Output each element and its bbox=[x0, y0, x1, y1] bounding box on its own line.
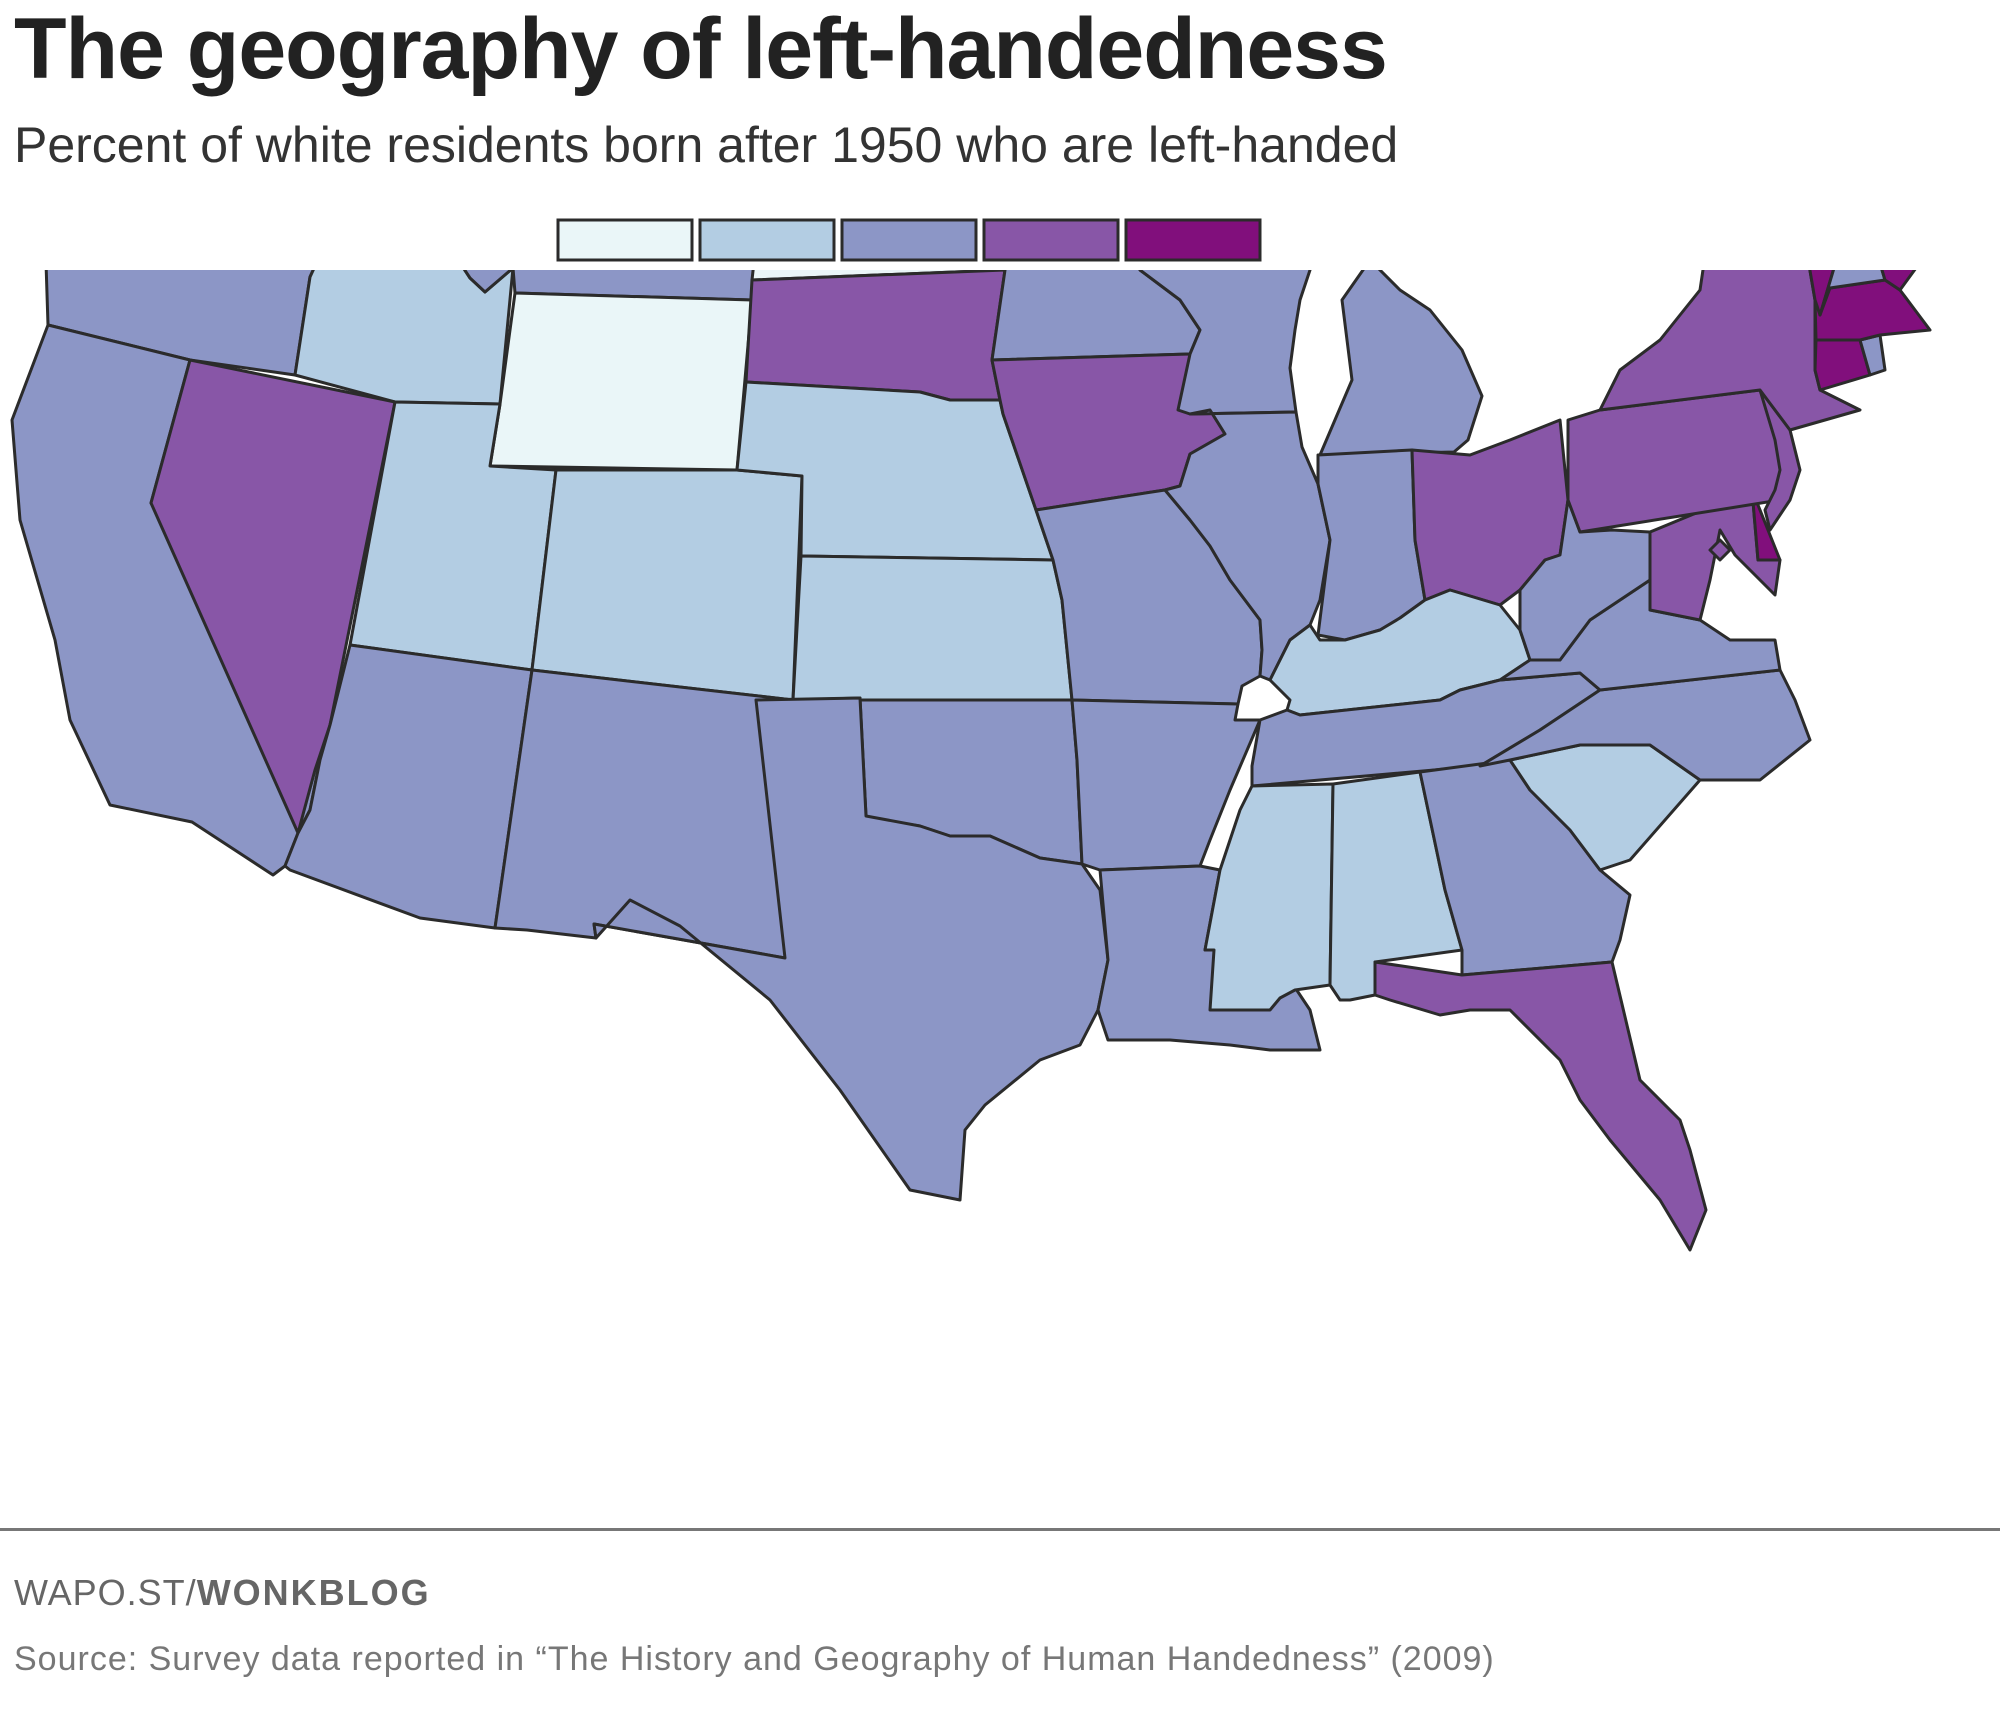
footer-divider bbox=[0, 1528, 2000, 1531]
source-note: Source: Survey data reported in “The His… bbox=[14, 1640, 1495, 1678]
state-de bbox=[1750, 488, 1782, 562]
state-tx bbox=[592, 696, 1110, 1202]
state-dc bbox=[1708, 538, 1732, 562]
state-ms bbox=[1203, 782, 1335, 1012]
state-fl bbox=[1373, 960, 1708, 1252]
legend-swatch bbox=[1124, 218, 1262, 262]
credit-line: WAPO.ST/WONKBLOG bbox=[14, 1572, 431, 1614]
legend-swatch bbox=[982, 218, 1120, 262]
credit-site: WAPO.ST/ bbox=[14, 1572, 197, 1613]
state-co bbox=[530, 468, 804, 702]
legend-swatch bbox=[840, 218, 978, 262]
state-wi bbox=[1138, 270, 1312, 416]
state-wy bbox=[488, 291, 754, 472]
state-or bbox=[44, 270, 315, 377]
state-nh bbox=[1818, 270, 1887, 317]
state-nj bbox=[1758, 388, 1802, 532]
state-sd bbox=[744, 270, 1007, 402]
state-mi bbox=[1318, 270, 1484, 457]
chart-subtitle: Percent of white residents born after 19… bbox=[14, 117, 1399, 173]
credit-section: WONKBLOG bbox=[196, 1572, 431, 1613]
legend-swatch bbox=[556, 218, 694, 262]
state-me bbox=[1880, 270, 1917, 292]
state-id bbox=[293, 270, 515, 406]
state-nc bbox=[1478, 668, 1812, 782]
chart-title: The geography of left-handedness bbox=[14, 1, 1388, 97]
us-map bbox=[10, 270, 1932, 1252]
state-ar bbox=[1070, 698, 1262, 872]
state-ks bbox=[791, 554, 1074, 702]
legend-swatch bbox=[698, 218, 836, 262]
